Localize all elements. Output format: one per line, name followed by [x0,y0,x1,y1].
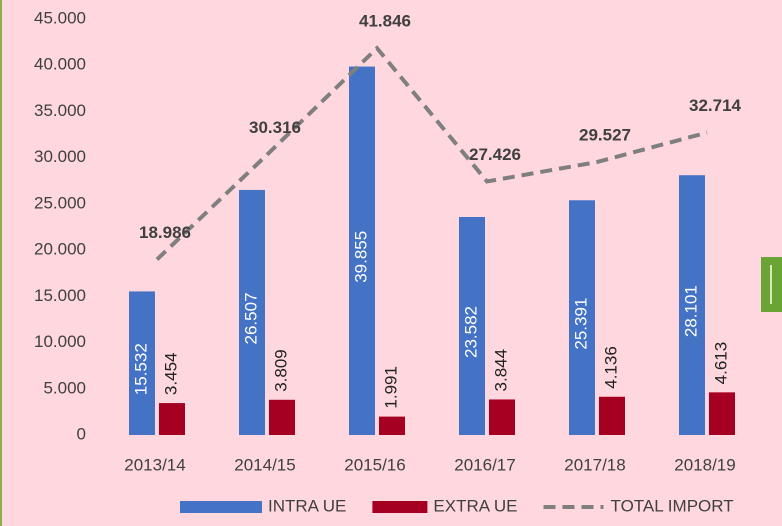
bar-value-label: 4.136 [601,346,620,389]
x-tick-label: 2018/19 [674,455,735,474]
line-value-label: 27.426 [469,145,521,164]
x-tick-label: 2014/15 [234,455,295,474]
line-value-label: 32.714 [689,96,742,115]
bar-value-label: 15.532 [131,343,150,395]
x-tick-label: 2016/17 [454,455,515,474]
y-tick-label: 15.000 [34,286,86,305]
bar [569,200,595,435]
y-tick-label: 45.000 [34,8,86,27]
line [155,45,708,261]
bar [379,416,405,435]
x-tick-label: 2015/16 [344,455,405,474]
legend-swatch [180,501,262,513]
y-tick-label: 35.000 [34,101,86,120]
bar-value-label: 23.582 [461,306,480,358]
y-tick-label: 20.000 [34,240,86,259]
bar-value-label: 3.844 [491,349,510,392]
bar [129,291,155,435]
bar [599,396,625,435]
y-tick-label: 25.000 [34,193,86,212]
x-tick-label: 2013/14 [124,455,185,474]
bar-value-label: 26.507 [241,292,260,344]
bar-value-label: 39.855 [351,231,370,283]
legend-label: TOTAL IMPORT [611,496,734,515]
y-tick-label: 0 [77,424,86,443]
bar [269,399,295,435]
y-tick-label: 10.000 [34,332,86,351]
line-value-label: 30.316 [249,118,301,137]
y-tick-label: 5.000 [43,378,86,397]
bar [349,66,375,435]
legend-label: EXTRA UE [433,496,517,515]
bar-value-label: 28.101 [681,285,700,337]
bar-value-label: 25.391 [571,298,590,350]
bar [159,403,185,435]
bar [679,175,705,435]
bar [239,189,265,435]
legend-swatch [372,501,428,513]
bar-value-label: 4.613 [711,342,730,385]
y-tick-label: 30.000 [34,147,86,166]
line-value-label: 29.527 [579,126,631,145]
y-tick-label: 40.000 [34,55,86,74]
line-value-label: 18.986 [139,223,191,242]
bar-value-label: 3.809 [271,349,290,392]
bar-value-label: 1.991 [381,366,400,409]
bar [489,399,515,435]
left-edge [0,0,2,526]
line-value-label: 41.846 [359,12,411,31]
bar-value-label: 3.454 [161,353,180,396]
x-tick-label: 2017/18 [564,455,625,474]
legend-label: INTRA UE [268,496,346,515]
bar [459,216,485,435]
bar [709,392,735,435]
